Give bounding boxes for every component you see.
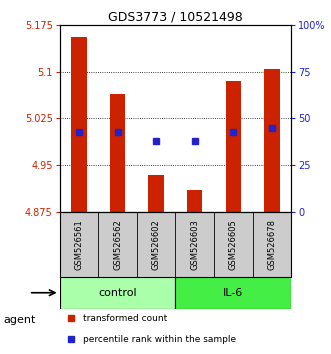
Text: percentile rank within the sample: percentile rank within the sample [83, 335, 236, 344]
Bar [264, 69, 280, 212]
Text: GSM526605: GSM526605 [229, 219, 238, 270]
Bar [148, 175, 164, 212]
Text: agent: agent [3, 315, 36, 325]
Text: GSM526561: GSM526561 [74, 219, 83, 270]
Bar [187, 190, 203, 212]
Text: GSM526678: GSM526678 [267, 219, 276, 270]
Text: GSM526603: GSM526603 [190, 219, 199, 270]
Text: IL-6: IL-6 [223, 288, 244, 298]
Bar [71, 37, 87, 212]
Title: GDS3773 / 10521498: GDS3773 / 10521498 [108, 11, 243, 24]
Bar [60, 276, 175, 309]
Text: transformed count: transformed count [83, 314, 167, 323]
Bar [175, 276, 291, 309]
Text: control: control [98, 288, 137, 298]
Text: GSM526602: GSM526602 [152, 219, 161, 270]
Bar [226, 81, 241, 212]
Bar [110, 93, 125, 212]
Text: GSM526562: GSM526562 [113, 219, 122, 270]
